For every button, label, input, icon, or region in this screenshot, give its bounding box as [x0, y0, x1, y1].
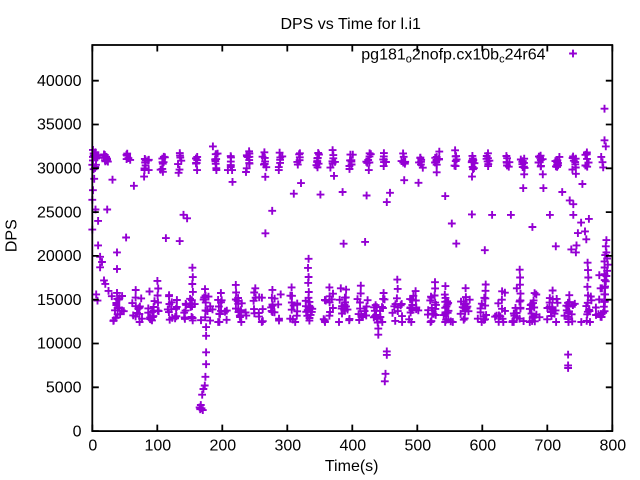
- svg-text:Time(s): Time(s): [325, 458, 379, 475]
- svg-text:40000: 40000: [37, 73, 82, 90]
- svg-text:700: 700: [534, 438, 561, 455]
- svg-text:15000: 15000: [37, 292, 82, 309]
- svg-text:0: 0: [88, 438, 97, 455]
- svg-text:600: 600: [469, 438, 496, 455]
- svg-text:DPS: DPS: [4, 219, 21, 252]
- svg-text:200: 200: [209, 438, 236, 455]
- svg-text:5000: 5000: [46, 380, 82, 397]
- svg-text:800: 800: [599, 438, 626, 455]
- svg-text:20000: 20000: [37, 248, 82, 265]
- svg-text:25000: 25000: [37, 204, 82, 221]
- svg-text:30000: 30000: [37, 161, 82, 178]
- svg-text:100: 100: [144, 438, 171, 455]
- svg-text:10000: 10000: [37, 336, 82, 353]
- svg-text:0: 0: [73, 423, 82, 440]
- svg-text:300: 300: [274, 438, 301, 455]
- svg-text:DPS vs Time for l.i1: DPS vs Time for l.i1: [280, 16, 421, 33]
- svg-text:35000: 35000: [37, 117, 82, 134]
- svg-text:500: 500: [404, 438, 431, 455]
- svg-text:400: 400: [339, 438, 366, 455]
- svg-text:pg181o2nofp.cx10bc24r64: pg181o2nofp.cx10bc24r64: [361, 46, 545, 65]
